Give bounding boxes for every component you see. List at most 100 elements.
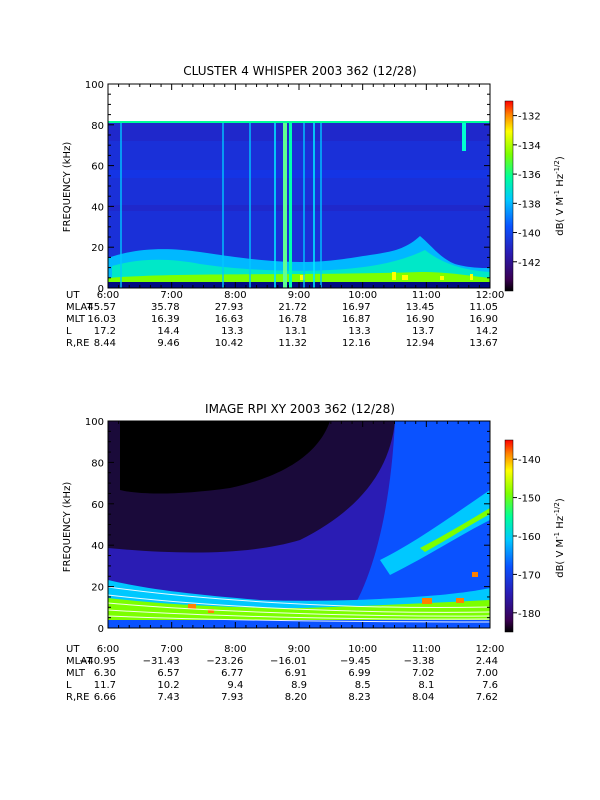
panel1-ephem-value: 13.3 xyxy=(221,326,243,337)
panel1-title: CLUSTER 4 WHISPER 2003 362 (12/28) xyxy=(183,64,416,78)
panel1-ephem-value: 11.05 xyxy=(469,302,498,313)
panel2-ephem-value: 7.93 xyxy=(221,692,243,703)
panel1-ephem-time: 12:00 xyxy=(476,290,505,301)
panel1-ephem-value: 10.42 xyxy=(215,338,244,349)
panel1-y-axis: 0 20 40 60 80 100 xyxy=(85,80,490,295)
panel2-colorbar-tick-label: -140 xyxy=(518,455,541,466)
panel2-ephem-row-label: R,RE xyxy=(66,692,89,703)
panel2-ephem-value: 8.04 xyxy=(412,692,434,703)
panel1-ephem-time: 11:00 xyxy=(412,290,441,301)
panel1-ephem-value: 35.78 xyxy=(151,302,180,313)
panel2-ephem-value: −23.26 xyxy=(206,656,243,667)
panel1-ytick-label: 80 xyxy=(91,121,104,132)
panel2-ephem-value: 7.43 xyxy=(157,692,179,703)
panel2-ytick-label: 0 xyxy=(98,624,104,635)
panel2-ephem-value: −9.45 xyxy=(340,656,371,667)
panel2-ephem-value: 7.00 xyxy=(476,668,498,679)
panel2-ephem-time: 11:00 xyxy=(412,644,441,655)
panel2-colorbar-tick-label: -160 xyxy=(518,532,541,543)
panel2-gyro-lines xyxy=(107,586,491,623)
panel1-ephem-time: 7:00 xyxy=(160,290,182,301)
panel1-ephem-value: 9.46 xyxy=(157,338,179,349)
panel2-ephem-row-label: MLT xyxy=(66,668,86,679)
panel2-dark-core xyxy=(120,421,330,494)
panel1-ephem-value: 13.45 xyxy=(406,302,435,313)
panel-cluster: CLUSTER 4 WHISPER 2003 362 (12/28) FREQU… xyxy=(62,64,566,349)
panel2-ephem-value: 7.02 xyxy=(412,668,434,679)
panel1-colorbar-tick-label: -138 xyxy=(518,199,541,210)
panel1-ephem-row-label: L xyxy=(66,326,72,337)
panel2-ephem-value: 6.99 xyxy=(348,668,370,679)
panel1-ephem-value: 13.67 xyxy=(469,338,498,349)
panel2-colorbar-tick-label: -180 xyxy=(518,609,541,620)
panel1-ephem-value: 16.39 xyxy=(151,314,180,325)
panel2-ephem-value: −31.43 xyxy=(143,656,180,667)
panel2-ephem-value: 10.2 xyxy=(157,680,179,691)
panel1-spectrogram xyxy=(108,121,490,288)
panel2-ephem-value: 11.7 xyxy=(94,680,116,691)
panel2-ephem-value: 7.6 xyxy=(482,680,498,691)
panel2-hot-spots xyxy=(188,572,478,613)
panel2-ephem-value: 8.1 xyxy=(418,680,434,691)
panel1-ephem-value: 16.90 xyxy=(406,314,435,325)
panel1-ephem-value: 16.90 xyxy=(469,314,498,325)
panel1-colorbar: -132 -134 -136 -138 -140 -142 dB( V M-1 Hz-1/… xyxy=(504,100,566,292)
panel1-ytick-label: 60 xyxy=(91,162,104,173)
panel1-ephem-value: 12.94 xyxy=(406,338,435,349)
panel2-ephem-value: 8.20 xyxy=(285,692,307,703)
panel1-low-blobs xyxy=(300,272,473,280)
panel2-ephem-time: 6:00 xyxy=(97,644,119,655)
panel1-ephem-value: 16.78 xyxy=(278,314,307,325)
panel2-ephem-value: 8.23 xyxy=(348,692,370,703)
panel2-ephem-value: 2.44 xyxy=(476,656,498,667)
panel2-colorbar-tick-label: -150 xyxy=(518,494,541,505)
panel2-rising-emission xyxy=(380,490,490,575)
panel1-colorbar-tick-label: -142 xyxy=(518,258,541,269)
panel1-colorbar-tick-label: -132 xyxy=(518,112,541,123)
panel2-spectrogram xyxy=(107,421,491,628)
panel1-ephem-value: 16.03 xyxy=(87,314,116,325)
panel2-ephem-value: 8.5 xyxy=(355,680,371,691)
panel1-emission-lines xyxy=(120,121,466,288)
panel1-ylabel: FREQUENCY (kHz) xyxy=(62,142,73,233)
panel1-ephem-value: 13.3 xyxy=(348,326,370,337)
panel1-ephem-value: 16.97 xyxy=(342,302,371,313)
panel2-ephem-value: 9.4 xyxy=(227,680,243,691)
panel1-ephem-row-label: MLT xyxy=(66,314,86,325)
panel2-ephem-value: −3.38 xyxy=(404,656,435,667)
panel2-ytick-label: 100 xyxy=(85,417,104,428)
panel2-ephem-value: 6.77 xyxy=(221,668,243,679)
panel2-colorbar: -140 -150 -160 -170 -180 dB( V M-1 Hz-1/2) xyxy=(504,439,566,633)
panel2-upper-right-band xyxy=(340,421,490,628)
panel2-ytick-label: 60 xyxy=(91,500,104,511)
panel1-ephem-value: 11.32 xyxy=(278,338,307,349)
panel2-ylabel: FREQUENCY (kHz) xyxy=(62,482,73,573)
panel1-ephem-value: 14.2 xyxy=(476,326,498,337)
panel1-colorbar-ticks: -132 -134 -136 -138 -140 -142 xyxy=(513,112,541,269)
panel1-colorbar-bar xyxy=(504,100,514,292)
panel2-ytick-label: 80 xyxy=(91,458,104,469)
panel1-ytick-label: 100 xyxy=(85,80,104,91)
panel1-ephem-value: 21.72 xyxy=(278,302,307,313)
panel1-ephem-value: 12.16 xyxy=(342,338,371,349)
panel1-speckle xyxy=(108,121,490,211)
panel1-ephem-row-label: MLAT xyxy=(66,302,93,313)
panel1-ephem-value: 16.63 xyxy=(215,314,244,325)
panel1-ephem-time: 9:00 xyxy=(288,290,310,301)
panel1-colorbar-tick-label: -134 xyxy=(518,141,541,152)
panel1-ephem-value: 16.87 xyxy=(342,314,371,325)
panel2-ytick-label: 40 xyxy=(91,541,104,552)
panel2-rising-emission-core xyxy=(420,508,490,552)
panel2-y-axis: 0 20 40 60 80 100 xyxy=(85,417,490,635)
panel2-ephem-value: 6.30 xyxy=(94,668,116,679)
panel2-title: IMAGE RPI XY 2003 362 (12/28) xyxy=(205,402,395,416)
panel2-ephem-value: −40.95 xyxy=(79,656,116,667)
panel2-ephem-value: 6.91 xyxy=(285,668,307,679)
panel1-ephem-value: 13.1 xyxy=(285,326,307,337)
panel1-colorbar-label: dB( V M-1 Hz-1/2) xyxy=(553,156,566,236)
panel1-colorbar-tick-label: -136 xyxy=(518,170,541,181)
panel1-x-axis xyxy=(107,84,491,288)
panel1-top-band xyxy=(108,121,490,123)
